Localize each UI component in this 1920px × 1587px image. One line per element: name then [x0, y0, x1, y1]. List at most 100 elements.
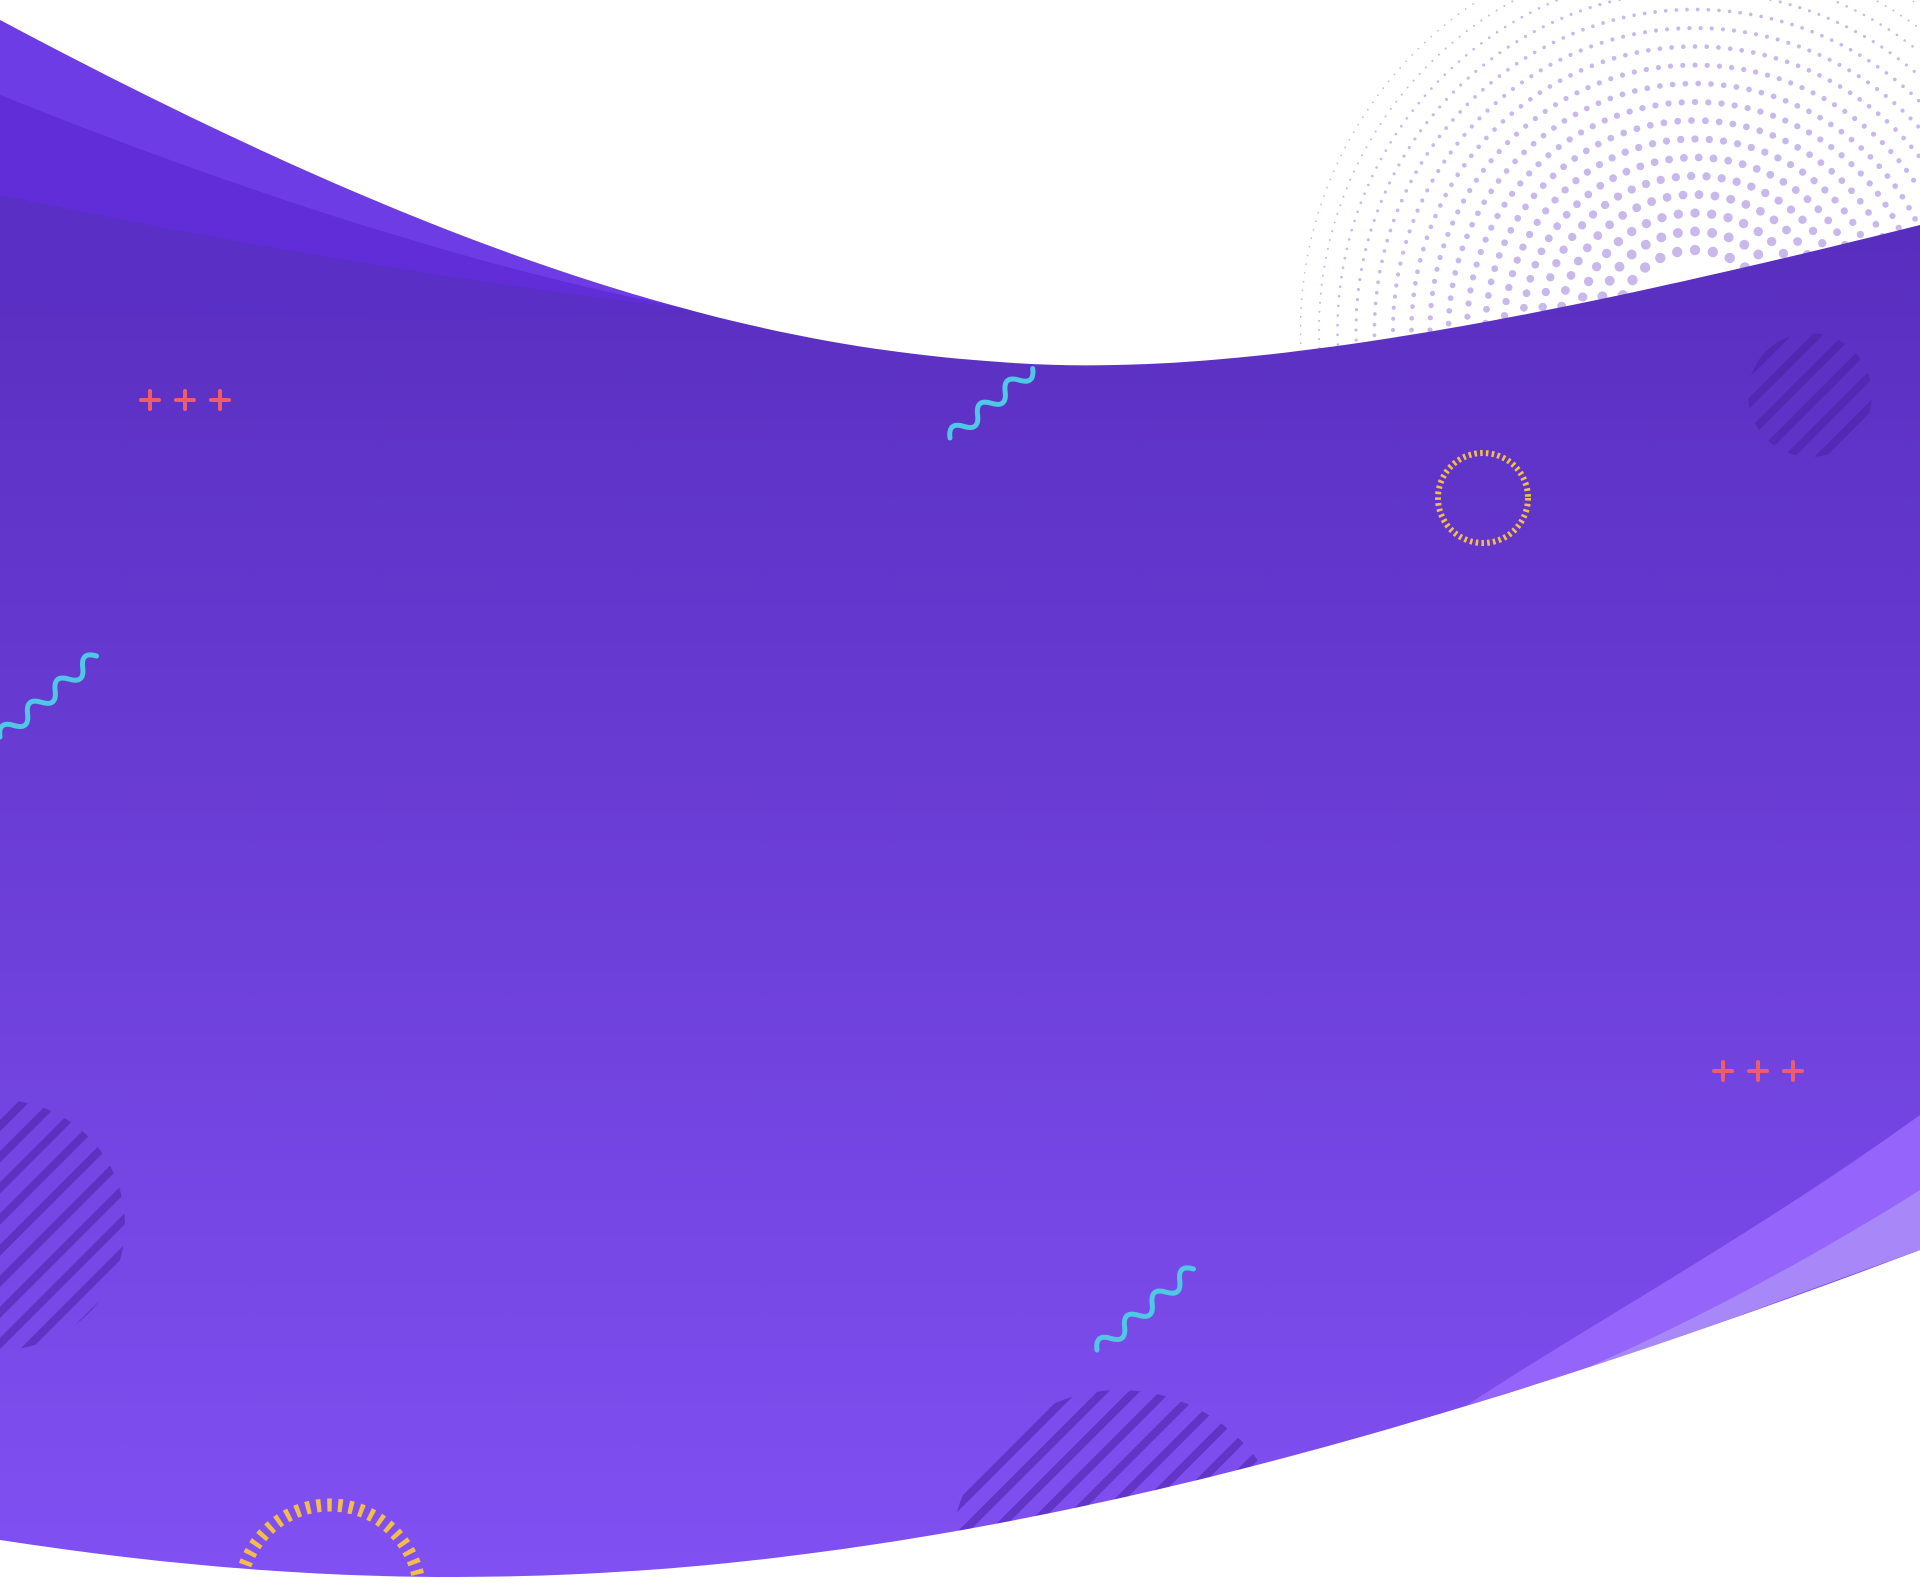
halftone-dot [1744, 104, 1751, 112]
halftone-dot [1639, 104, 1646, 112]
halftone-dot [1862, 34, 1867, 38]
halftone-dot [1827, 78, 1833, 84]
halftone-dot [1498, 51, 1502, 55]
halftone-dot [1505, 140, 1511, 146]
halftone-dot [1769, 112, 1777, 119]
halftone-dot [1503, 168, 1510, 174]
halftone-dot [1455, 209, 1461, 215]
halftone-dot [1685, 7, 1689, 12]
halftone-dot [1828, 167, 1836, 175]
halftone-dot [1806, 151, 1813, 158]
halftone-dot [1626, 108, 1633, 115]
halftone-dot [1358, 277, 1362, 282]
halftone-dot [1371, 174, 1374, 178]
halftone-dot [1608, 76, 1614, 82]
halftone-dot [1324, 256, 1328, 259]
halftone-dot [1537, 247, 1546, 256]
halftone-dot [1392, 294, 1397, 299]
halftone-dot [1464, 313, 1471, 320]
halftone-dot [1402, 154, 1406, 158]
halftone-dot [1344, 146, 1347, 149]
halftone-dot [1672, 246, 1683, 258]
halftone-dot [1550, 20, 1555, 24]
halftone-dot [1532, 50, 1537, 55]
halftone-dot [1561, 36, 1566, 40]
halftone-dot [1622, 167, 1631, 176]
halftone-dot [1892, 101, 1897, 106]
halftone-dot [1487, 278, 1495, 286]
halftone-dot [1601, 21, 1605, 25]
halftone-dot [1345, 187, 1348, 190]
halftone-dot [1389, 107, 1392, 111]
halftone-dot [1769, 132, 1777, 139]
halftone-dot [1305, 263, 1307, 266]
halftone-dot [1527, 96, 1533, 102]
halftone-dot [1466, 76, 1470, 80]
halftone-dot [1838, 128, 1845, 135]
halftone-dot [1379, 199, 1383, 203]
halftone-dot [1451, 118, 1455, 122]
halftone-dot [1481, 199, 1488, 206]
halftone-dot [1867, 58, 1871, 63]
plus-icon [1712, 1060, 1734, 1082]
halftone-dot [1748, 12, 1753, 17]
halftone-dot [1887, 28, 1891, 31]
halftone-dot [1848, 136, 1855, 143]
halftone-dot [1308, 245, 1311, 248]
halftone-dot [1557, 78, 1563, 84]
halftone-dot [1413, 137, 1417, 141]
halftone-dot [1731, 28, 1737, 33]
halftone-dot [1533, 218, 1541, 227]
halftone-dot [1373, 301, 1378, 306]
halftone-dot [1505, 283, 1513, 292]
halftone-dot [1520, 15, 1524, 19]
halftone-dot [1443, 24, 1446, 26]
halftone-dot [1715, 118, 1723, 126]
halftone-dot [1552, 259, 1561, 268]
halftone-dot [1501, 239, 1508, 247]
halftone-dot [1752, 165, 1761, 173]
halftone-dot [1542, 207, 1550, 215]
halftone-dot [1657, 46, 1663, 52]
halftone-dot [1443, 192, 1449, 198]
halftone-dot [1838, 152, 1845, 159]
halftone-dot [1642, 11, 1647, 16]
halftone-dot [1589, 123, 1596, 130]
halftone-dot [1821, 186, 1829, 194]
halftone-dot [1727, 46, 1733, 52]
halftone-dot [1678, 190, 1688, 200]
halftone-dot [1655, 252, 1666, 264]
halftone-dot [1755, 206, 1765, 216]
halftone-dot [1395, 208, 1400, 213]
halftone-dot [1547, 84, 1553, 89]
halftone-dot [1412, 79, 1415, 82]
halftone-dot [1618, 0, 1622, 2]
halftone-dot [1821, 95, 1827, 102]
halftone-dot [1647, 197, 1657, 207]
halftone-dot [1908, 116, 1913, 121]
halftone-dot [1839, 42, 1844, 47]
halftone-dot [1464, 8, 1467, 10]
halftone-dot [1450, 66, 1454, 70]
halftone-dot [1774, 154, 1782, 162]
halftone-dot [1608, 0, 1612, 4]
halftone-dot [1551, 40, 1556, 45]
halftone-dot [1450, 18, 1453, 21]
halftone-dot [1655, 64, 1661, 71]
halftone-dot [1692, 62, 1698, 68]
halftone-dot [1377, 94, 1379, 97]
halftone-dot [1899, 193, 1906, 200]
halftone-dot [1481, 87, 1485, 92]
halftone-dot [1662, 192, 1672, 202]
halftone-dot [1530, 140, 1537, 147]
halftone-dot [1523, 123, 1529, 129]
halftone-dot [1854, 29, 1858, 34]
halftone-dot [1584, 190, 1593, 199]
halftone-dot [1519, 243, 1527, 251]
halftone-dot [1682, 80, 1689, 87]
halftone-dot [1600, 200, 1610, 210]
halftone-dot [1430, 87, 1433, 90]
halftone-dot [1457, 13, 1460, 16]
halftone-dot [1373, 312, 1377, 316]
